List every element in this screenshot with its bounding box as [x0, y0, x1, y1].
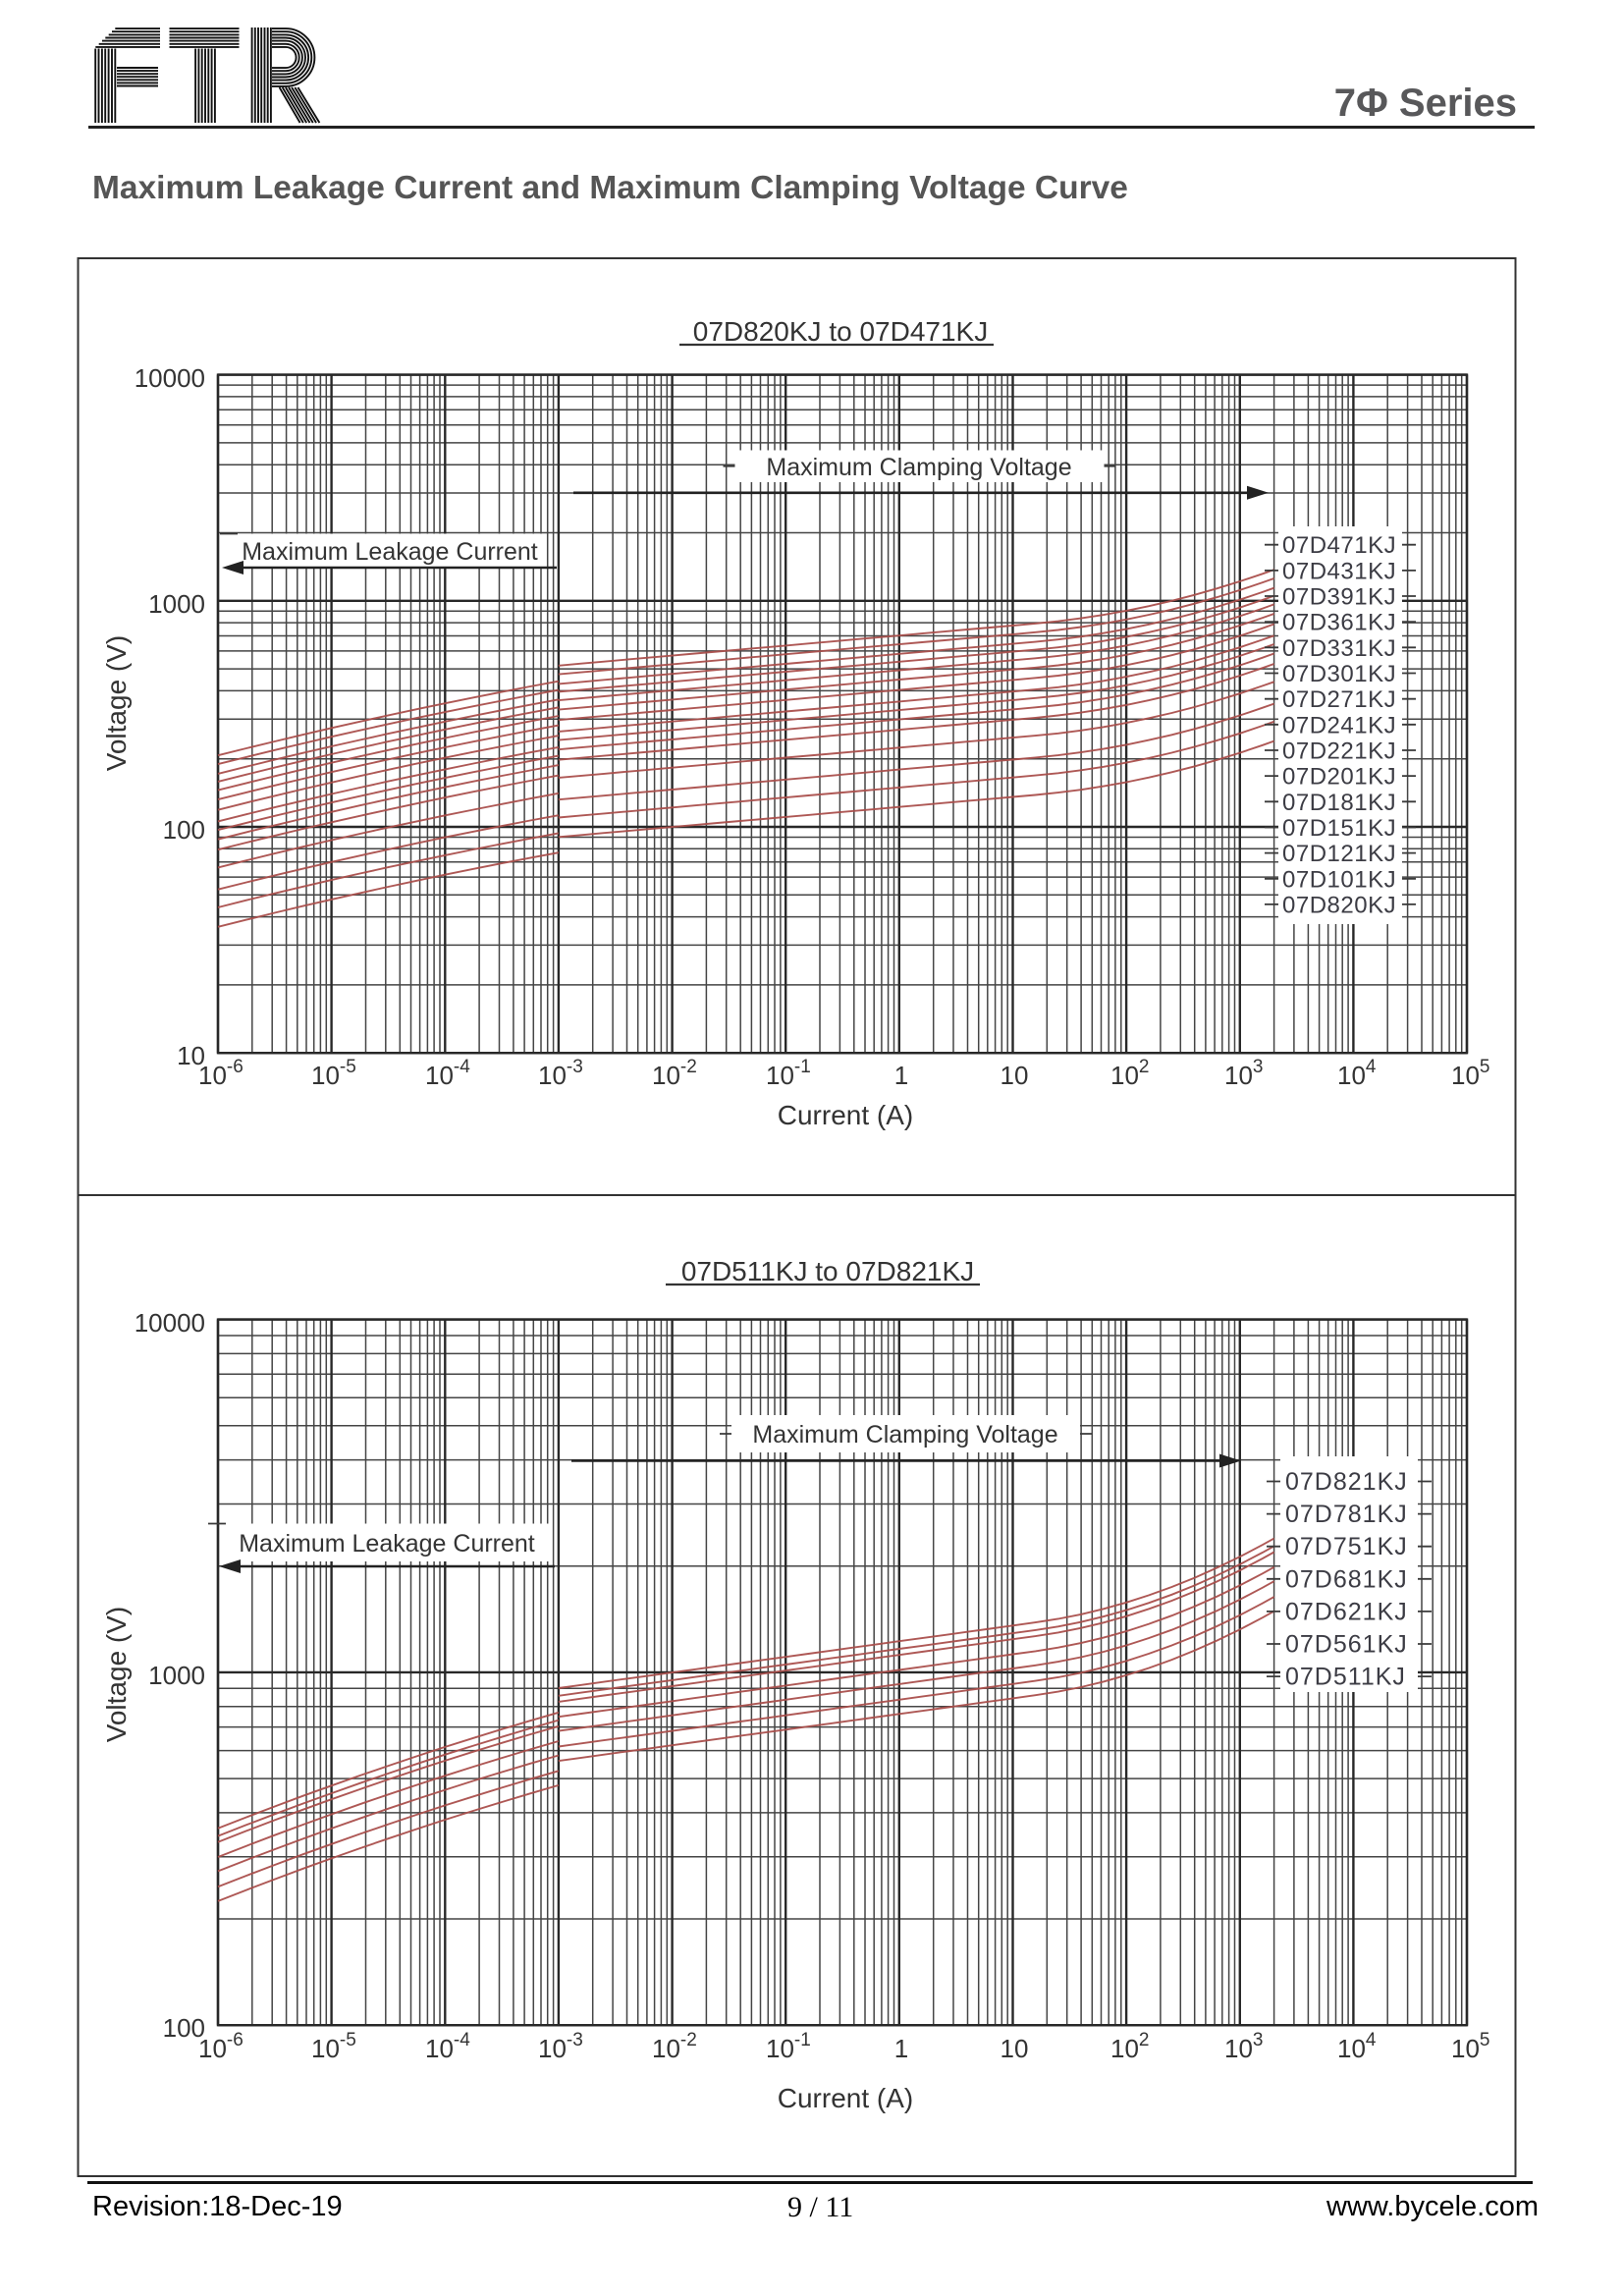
svg-text:Current (A): Current (A) [778, 1100, 913, 1130]
svg-text:07D301KJ: 07D301KJ [1282, 661, 1396, 687]
svg-text:10-6: 10-6 [198, 1057, 243, 1090]
svg-text:10: 10 [1001, 1061, 1029, 1090]
svg-text:07D511KJ to 07D821KJ: 07D511KJ to 07D821KJ [681, 1256, 974, 1286]
svg-text:10: 10 [177, 1041, 205, 1070]
svg-text:Maximum Clamping Voltage: Maximum Clamping Voltage [752, 1421, 1057, 1449]
svg-text:Current (A): Current (A) [778, 2083, 913, 2113]
svg-text:10-5: 10-5 [311, 1057, 356, 1090]
svg-text:07D821KJ: 07D821KJ [1285, 1468, 1408, 1496]
svg-text:07D431KJ: 07D431KJ [1282, 558, 1396, 584]
svg-text:07D271KJ: 07D271KJ [1282, 686, 1396, 713]
svg-text:10-6: 10-6 [198, 2030, 243, 2063]
svg-text:Voltage (V): Voltage (V) [101, 635, 132, 772]
svg-text:07D820KJ: 07D820KJ [1282, 892, 1396, 918]
svg-text:10000: 10000 [135, 363, 205, 393]
svg-text:10-3: 10-3 [538, 2030, 583, 2063]
svg-text:10-3: 10-3 [538, 1057, 583, 1090]
svg-text:1: 1 [894, 2034, 908, 2063]
svg-text:07D361KJ: 07D361KJ [1282, 610, 1396, 636]
svg-text:07D201KJ: 07D201KJ [1282, 764, 1396, 791]
svg-text:07D151KJ: 07D151KJ [1282, 815, 1396, 842]
svg-text:07D471KJ: 07D471KJ [1282, 532, 1396, 559]
svg-text:102: 102 [1110, 2030, 1150, 2063]
svg-text:Maximum Leakage Current: Maximum Leakage Current [242, 538, 538, 566]
svg-text:07D391KJ: 07D391KJ [1282, 584, 1396, 611]
svg-text:1000: 1000 [148, 589, 205, 619]
svg-text:07D781KJ: 07D781KJ [1285, 1501, 1408, 1528]
svg-text:103: 103 [1224, 1057, 1264, 1090]
svg-text:07D820KJ to 07D471KJ: 07D820KJ to 07D471KJ [693, 316, 988, 347]
svg-text:10-2: 10-2 [652, 2030, 697, 2063]
svg-text:07D181KJ: 07D181KJ [1282, 790, 1396, 816]
svg-text:Voltage (V): Voltage (V) [101, 1607, 132, 1743]
svg-text:104: 104 [1337, 1057, 1377, 1090]
svg-text:10-2: 10-2 [652, 1057, 697, 1090]
svg-text:07D101KJ: 07D101KJ [1282, 866, 1396, 893]
svg-text:Maximum Leakage Current: Maximum Leakage Current [239, 1530, 535, 1558]
svg-text:105: 105 [1451, 1057, 1490, 1090]
svg-text:10: 10 [1001, 2034, 1029, 2063]
svg-text:105: 105 [1451, 2030, 1490, 2063]
svg-text:100: 100 [163, 815, 205, 845]
svg-text:10-1: 10-1 [766, 1057, 811, 1090]
svg-text:07D331KJ: 07D331KJ [1282, 635, 1396, 662]
svg-text:07D511KJ: 07D511KJ [1285, 1664, 1406, 1691]
svg-text:104: 104 [1337, 2030, 1377, 2063]
svg-text:Maximum Clamping Voltage: Maximum Clamping Voltage [766, 454, 1071, 481]
svg-text:103: 103 [1224, 2030, 1264, 2063]
svg-text:1: 1 [894, 1061, 908, 1090]
svg-text:10-5: 10-5 [311, 2030, 356, 2063]
svg-text:10000: 10000 [135, 1308, 205, 1338]
svg-text:07D121KJ: 07D121KJ [1282, 841, 1396, 867]
svg-text:07D221KJ: 07D221KJ [1282, 738, 1396, 765]
svg-text:07D561KJ: 07D561KJ [1285, 1631, 1408, 1659]
svg-text:102: 102 [1110, 1057, 1150, 1090]
svg-text:10-1: 10-1 [766, 2030, 811, 2063]
svg-text:07D681KJ: 07D681KJ [1285, 1565, 1408, 1593]
svg-text:10-4: 10-4 [425, 2030, 470, 2063]
svg-text:1000: 1000 [148, 1661, 205, 1690]
svg-text:07D241KJ: 07D241KJ [1282, 712, 1396, 738]
svg-text:07D621KJ: 07D621KJ [1285, 1598, 1408, 1625]
svg-text:100: 100 [163, 2013, 205, 2043]
svg-text:10-4: 10-4 [425, 1057, 470, 1090]
svg-text:07D751KJ: 07D751KJ [1285, 1533, 1408, 1560]
